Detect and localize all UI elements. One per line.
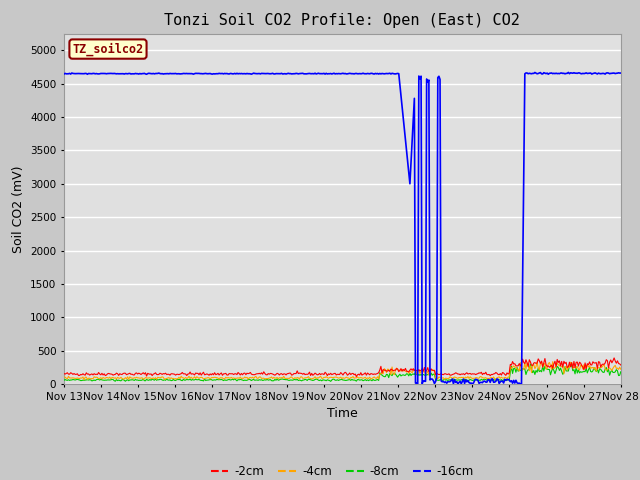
Title: Tonzi Soil CO2 Profile: Open (East) CO2: Tonzi Soil CO2 Profile: Open (East) CO2 [164,13,520,28]
Y-axis label: Soil CO2 (mV): Soil CO2 (mV) [12,165,24,252]
Legend: -2cm, -4cm, -8cm, -16cm: -2cm, -4cm, -8cm, -16cm [206,461,479,480]
X-axis label: Time: Time [327,407,358,420]
Text: TZ_soilco2: TZ_soilco2 [72,42,143,56]
